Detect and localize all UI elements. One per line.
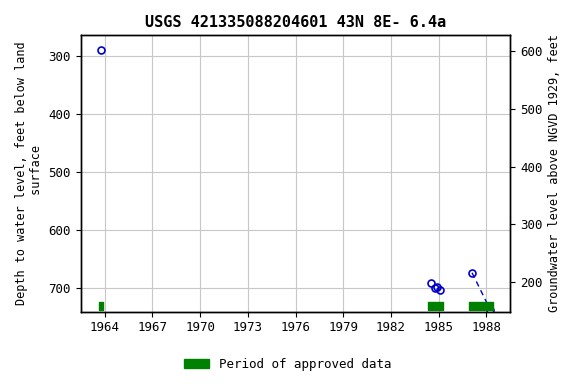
Legend: Period of approved data: Period of approved data (179, 353, 397, 376)
Y-axis label: Depth to water level, feet below land
 surface: Depth to water level, feet below land su… (15, 42, 43, 305)
Title: USGS 421335088204601 43N 8E- 6.4a: USGS 421335088204601 43N 8E- 6.4a (145, 15, 446, 30)
Y-axis label: Groundwater level above NGVD 1929, feet: Groundwater level above NGVD 1929, feet (548, 35, 561, 313)
